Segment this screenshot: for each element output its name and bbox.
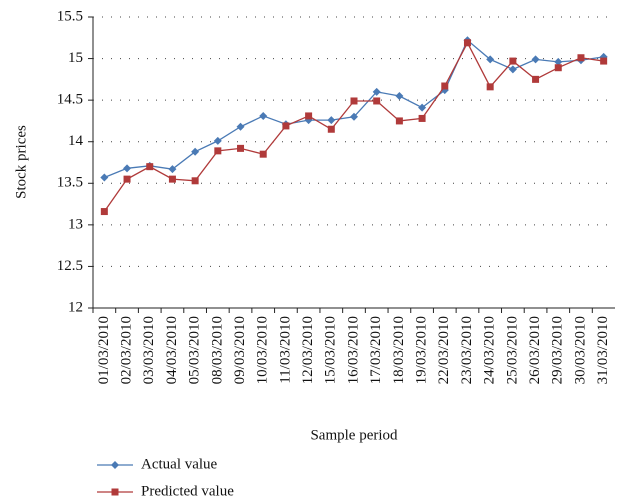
marker (168, 165, 177, 174)
marker (395, 117, 403, 125)
marker (100, 173, 109, 182)
y-tick-label: 12.5 (57, 258, 83, 274)
x-tick-label: 17/03/2010 (368, 316, 384, 384)
legend-label: Actual value (141, 456, 218, 472)
y-tick-label: 12 (68, 299, 83, 315)
x-tick-label: 10/03/2010 (255, 316, 271, 384)
y-tick-label: 13 (68, 216, 83, 232)
y-tick-label: 14 (68, 133, 84, 149)
marker (577, 54, 585, 62)
marker (191, 147, 200, 156)
marker (146, 163, 154, 171)
x-tick-label: 24/03/2010 (482, 316, 498, 384)
marker (373, 97, 381, 105)
x-axis-title: Sample period (310, 427, 398, 443)
x-tick-label: 04/03/2010 (164, 316, 180, 384)
x-tick-label: 15/03/2010 (323, 316, 339, 384)
marker (509, 57, 517, 65)
marker (486, 83, 494, 91)
marker (327, 116, 336, 125)
marker (532, 75, 540, 83)
marker (600, 57, 608, 65)
x-tick-label: 01/03/2010 (96, 316, 112, 384)
legend-label: Predicted value (141, 483, 234, 499)
marker (100, 208, 108, 216)
x-tick-label: 22/03/2010 (436, 316, 452, 384)
y-tick-label: 13.5 (57, 175, 83, 191)
marker (123, 175, 131, 183)
marker (508, 65, 517, 74)
y-tick-label: 15 (68, 50, 83, 66)
x-tick-label: 08/03/2010 (209, 316, 225, 384)
marker (531, 55, 540, 64)
x-tick-label: 12/03/2010 (300, 316, 316, 384)
marker (191, 177, 199, 185)
marker (214, 147, 222, 155)
y-tick-label: 14.5 (57, 92, 83, 108)
marker (282, 122, 290, 130)
y-tick-label: 15.5 (57, 8, 83, 24)
marker (259, 150, 267, 158)
marker (111, 461, 119, 469)
x-tick-label: 30/03/2010 (572, 316, 588, 384)
marker (350, 97, 358, 105)
x-tick-label: 31/03/2010 (595, 316, 611, 384)
series-line (103, 41, 604, 212)
marker (236, 122, 245, 131)
marker (350, 112, 358, 121)
marker (395, 91, 404, 100)
x-tick-label: 19/03/2010 (414, 316, 430, 384)
marker (554, 64, 562, 72)
x-tick-label: 16/03/2010 (345, 316, 361, 384)
marker (463, 39, 471, 47)
marker (554, 57, 563, 66)
marker (213, 136, 222, 145)
marker (168, 175, 176, 183)
marker (111, 488, 119, 496)
x-tick-label: 18/03/2010 (391, 316, 407, 384)
x-tick-label: 03/03/2010 (141, 316, 157, 384)
marker (305, 112, 313, 120)
y-axis-title: Stock prices (13, 125, 29, 199)
x-tick-label: 02/03/2010 (118, 316, 134, 384)
x-tick-label: 11/03/2010 (277, 316, 293, 384)
marker (418, 114, 426, 122)
marker (259, 111, 268, 120)
x-tick-label: 29/03/2010 (550, 316, 566, 384)
marker (123, 164, 132, 173)
marker (418, 103, 427, 112)
marker (237, 144, 245, 152)
series-line (104, 39, 604, 179)
x-tick-label: 25/03/2010 (504, 316, 520, 384)
x-tick-label: 09/03/2010 (232, 316, 248, 384)
x-tick-label: 23/03/2010 (459, 316, 475, 384)
marker (441, 82, 449, 90)
marker (372, 87, 381, 96)
marker (327, 125, 335, 133)
x-tick-label: 26/03/2010 (527, 316, 543, 384)
marker (486, 55, 495, 64)
x-tick-label: 05/03/2010 (187, 316, 203, 384)
